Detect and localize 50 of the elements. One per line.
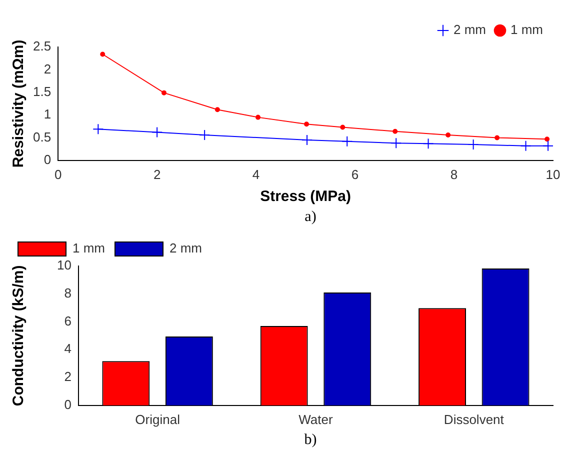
- point: [304, 122, 310, 127]
- point: [214, 107, 220, 112]
- x-tick-label: 0: [54, 166, 62, 182]
- legend-label: 2 mm: [170, 240, 202, 256]
- text: a): [304, 208, 318, 226]
- point: [256, 114, 261, 120]
- y-tick-label: 0: [44, 152, 52, 167]
- point: [340, 124, 346, 130]
- x-tick-label: 6: [351, 166, 359, 182]
- point: [92, 124, 104, 135]
- y-tick-label: 2.5: [32, 38, 52, 54]
- y-tick-label: 8: [64, 285, 72, 300]
- x-tick-label: 8: [450, 166, 458, 182]
- point: [494, 135, 500, 140]
- x-tick-label: Dissolvent: [444, 412, 504, 427]
- point: [392, 128, 398, 134]
- y-tick-label: 10: [56, 258, 72, 273]
- x-axis-title: Stress (MPa): [260, 188, 351, 206]
- point: [544, 136, 550, 142]
- y-tick-label: 0.5: [32, 129, 52, 144]
- point: [390, 138, 402, 149]
- point: [446, 132, 451, 138]
- y-tick-label: 4: [64, 341, 72, 356]
- point: [161, 90, 166, 96]
- y-axis-title: Resistivity (mΩm): [10, 40, 28, 168]
- x-tick-label: Water: [298, 412, 334, 427]
- point: [422, 138, 434, 150]
- y-tick-label: 2: [44, 61, 52, 76]
- x-tick-label: 10: [546, 166, 560, 182]
- y-tick-label: 1: [44, 106, 52, 122]
- y-tick-label: 1.5: [32, 84, 52, 99]
- point: [302, 134, 313, 146]
- legend-label: 1 mm: [72, 240, 105, 256]
- y-tick-label: 6: [64, 313, 72, 328]
- y-tick-label: 2: [64, 369, 72, 384]
- y-axis-title: Conductivity (kS/m): [10, 265, 28, 406]
- point: [520, 140, 532, 152]
- point: [468, 139, 479, 150]
- legend-label: 1 mm: [510, 22, 543, 38]
- text: b): [303, 431, 318, 449]
- x-tick-label: Original: [135, 412, 180, 427]
- y-tick-label: 0: [64, 396, 72, 412]
- legend-label: 2 mm: [454, 22, 486, 38]
- point: [100, 52, 106, 57]
- point: [152, 126, 163, 138]
- x-tick-label: 4: [252, 166, 260, 182]
- x-tick-label: 2: [153, 166, 161, 182]
- point: [542, 140, 553, 152]
- point: [342, 136, 353, 147]
- point: [199, 130, 210, 140]
